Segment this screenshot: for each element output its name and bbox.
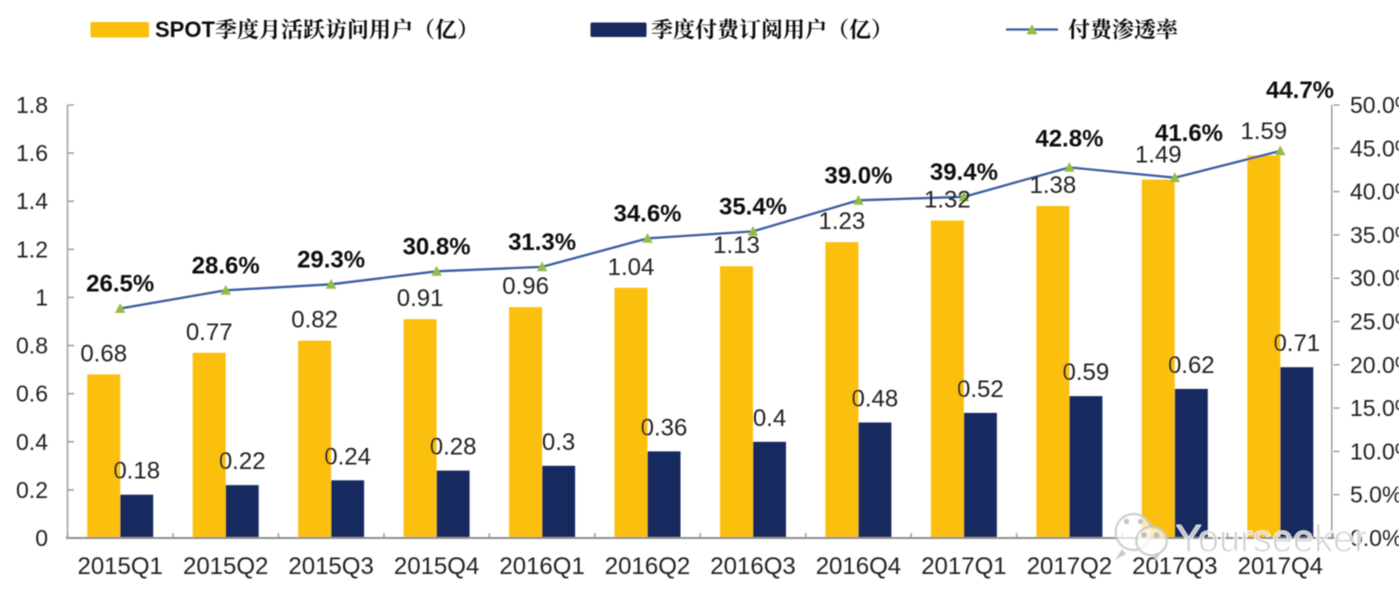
svg-text:30.8%: 30.8% — [403, 233, 471, 260]
svg-text:1.6: 1.6 — [16, 140, 48, 166]
svg-text:30.0%: 30.0% — [1350, 265, 1399, 291]
svg-text:2016Q3: 2016Q3 — [710, 553, 795, 580]
svg-text:1.13: 1.13 — [713, 232, 760, 259]
svg-text:5.0%: 5.0% — [1350, 482, 1399, 508]
svg-text:0.36: 0.36 — [641, 414, 688, 441]
svg-text:1: 1 — [35, 284, 48, 310]
svg-text:42.8%: 42.8% — [1035, 125, 1103, 152]
svg-text:Yourseeker: Yourseeker — [1176, 519, 1367, 561]
svg-text:0.18: 0.18 — [113, 458, 160, 485]
svg-text:1.59: 1.59 — [1240, 118, 1287, 145]
svg-text:2017Q1: 2017Q1 — [921, 553, 1006, 580]
svg-text:1.49: 1.49 — [1135, 142, 1182, 169]
svg-text:25.0%: 25.0% — [1350, 309, 1399, 335]
svg-text:0.22: 0.22 — [219, 448, 266, 475]
svg-text:35.4%: 35.4% — [719, 193, 787, 220]
svg-text:2015Q2: 2015Q2 — [183, 553, 268, 580]
svg-text:0.24: 0.24 — [324, 443, 371, 470]
svg-text:2017Q2: 2017Q2 — [1027, 553, 1112, 580]
svg-text:0.59: 0.59 — [1063, 359, 1110, 386]
svg-text:26.5%: 26.5% — [86, 271, 154, 298]
svg-text:0.3: 0.3 — [542, 429, 575, 456]
svg-text:1.8: 1.8 — [16, 92, 48, 118]
svg-text:0.28: 0.28 — [430, 434, 477, 461]
svg-text:31.3%: 31.3% — [508, 229, 576, 256]
svg-text:2015Q3: 2015Q3 — [288, 553, 373, 580]
svg-text:0.68: 0.68 — [80, 340, 127, 367]
svg-text:1.2: 1.2 — [16, 236, 48, 262]
svg-text:2017Q3: 2017Q3 — [1132, 553, 1217, 580]
svg-text:28.6%: 28.6% — [192, 252, 260, 279]
svg-text:SPOT: SPOT — [155, 17, 215, 42]
svg-text:2015Q4: 2015Q4 — [394, 553, 479, 580]
svg-text:0.91: 0.91 — [397, 285, 444, 312]
svg-text:2016Q1: 2016Q1 — [499, 553, 584, 580]
svg-text:0.52: 0.52 — [957, 376, 1004, 403]
svg-text:1.23: 1.23 — [819, 208, 866, 235]
svg-text:0.6: 0.6 — [16, 381, 48, 407]
svg-text:2017Q4: 2017Q4 — [1238, 553, 1323, 580]
svg-text:0.0%: 0.0% — [1350, 525, 1399, 551]
svg-text:0.77: 0.77 — [186, 319, 233, 346]
svg-text:34.6%: 34.6% — [613, 200, 681, 227]
svg-text:0: 0 — [35, 525, 48, 551]
svg-text:1.4: 1.4 — [16, 188, 48, 214]
svg-text:1.32: 1.32 — [924, 187, 971, 214]
svg-text:0.62: 0.62 — [1168, 352, 1215, 379]
svg-text:2016Q2: 2016Q2 — [605, 553, 690, 580]
svg-text:35.0%: 35.0% — [1350, 222, 1399, 248]
svg-text:39.4%: 39.4% — [930, 159, 998, 186]
svg-text:0.71: 0.71 — [1273, 330, 1320, 357]
svg-text:15.0%: 15.0% — [1350, 395, 1399, 421]
svg-text:20.0%: 20.0% — [1350, 352, 1399, 378]
svg-text:2016Q4: 2016Q4 — [816, 553, 901, 580]
svg-text:1.04: 1.04 — [608, 254, 655, 281]
svg-text:1.38: 1.38 — [1030, 172, 1077, 199]
svg-text:40.0%: 40.0% — [1350, 179, 1399, 205]
svg-text:44.7%: 44.7% — [1266, 77, 1334, 104]
svg-text:0.96: 0.96 — [502, 273, 549, 300]
svg-text:39.0%: 39.0% — [824, 162, 892, 189]
svg-text:0.4: 0.4 — [753, 405, 786, 432]
svg-text:0.4: 0.4 — [16, 429, 48, 455]
svg-text:2015Q1: 2015Q1 — [77, 553, 162, 580]
svg-text:0.8: 0.8 — [16, 333, 48, 359]
svg-text:29.3%: 29.3% — [297, 246, 365, 273]
svg-text:0.2: 0.2 — [16, 477, 48, 503]
svg-text:0.82: 0.82 — [291, 307, 338, 334]
svg-text:0.48: 0.48 — [852, 386, 899, 413]
svg-text:50.0%: 50.0% — [1350, 92, 1399, 118]
svg-text:10.0%: 10.0% — [1350, 438, 1399, 464]
svg-text:41.6%: 41.6% — [1155, 120, 1223, 147]
svg-text:45.0%: 45.0% — [1350, 135, 1399, 161]
